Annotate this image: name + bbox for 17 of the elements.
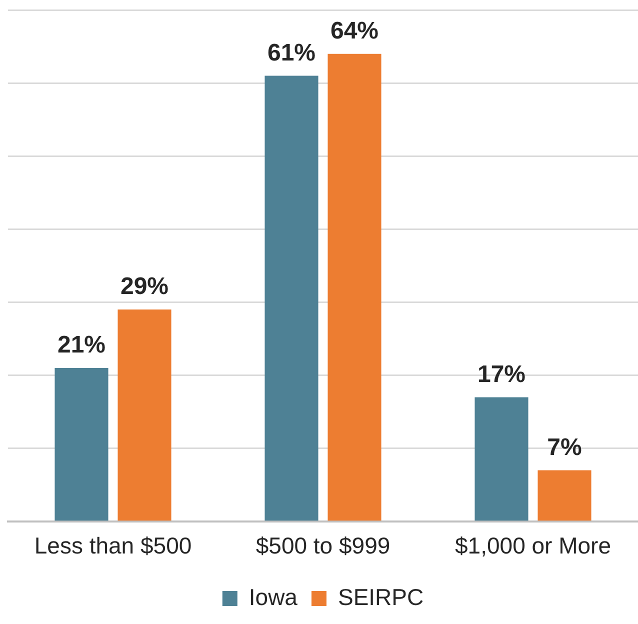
x-tick-label: $1,000 or More <box>455 532 611 559</box>
data-label: 17% <box>477 360 526 388</box>
legend-label: SEIRPC <box>338 584 424 610</box>
legend-label: Iowa <box>248 584 298 610</box>
bar <box>54 368 108 521</box>
data-label: 29% <box>120 273 169 300</box>
data-label: 7% <box>547 434 582 461</box>
bar <box>264 76 318 521</box>
data-label: 64% <box>330 17 379 44</box>
x-tick-label: $500 to $999 <box>256 532 390 559</box>
bar <box>538 470 592 521</box>
bar <box>118 310 172 521</box>
bar <box>474 397 528 521</box>
data-label: 21% <box>57 332 106 359</box>
bar <box>328 54 382 521</box>
x-tick-label: Less than $500 <box>34 532 192 559</box>
data-label: 61% <box>267 39 316 66</box>
